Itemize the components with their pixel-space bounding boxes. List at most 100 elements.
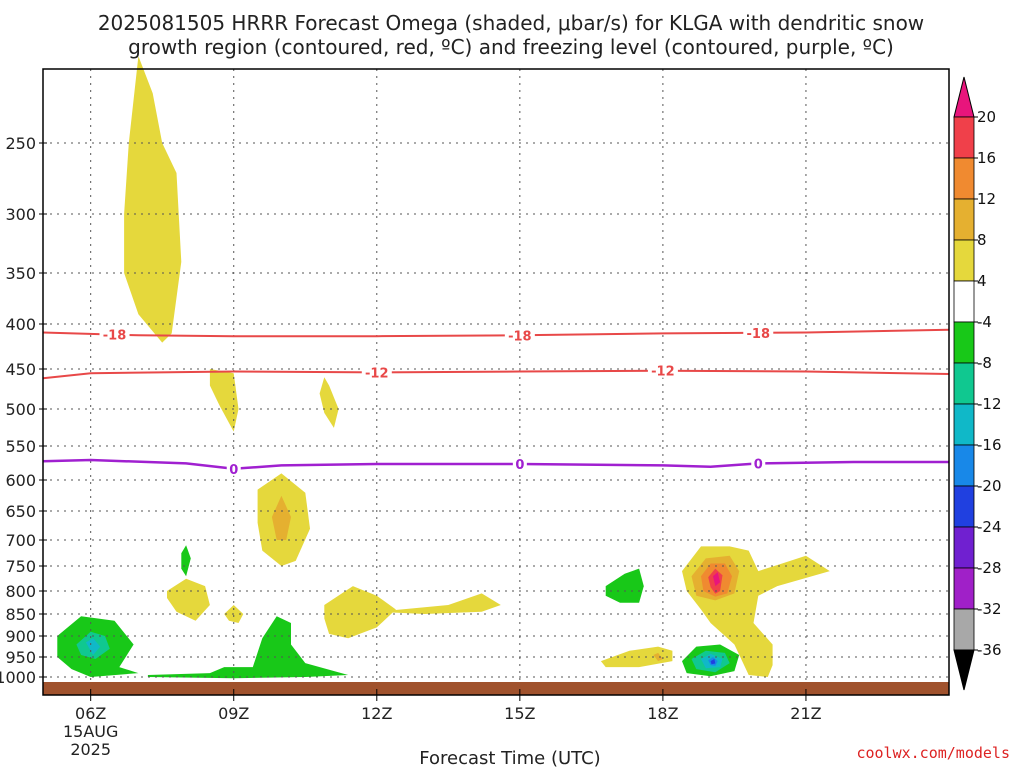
colorbar-label: 8	[977, 231, 987, 249]
y-tick-label: 850	[5, 605, 36, 624]
contour-label-bg	[361, 364, 392, 380]
contour-label: 0	[515, 458, 524, 473]
omega-region	[324, 586, 396, 639]
contour-label: -18	[508, 329, 532, 344]
y-tick-label: 500	[5, 400, 36, 419]
contour-line	[42, 458, 949, 471]
y-tick-label: 600	[5, 471, 36, 490]
omega-region	[209, 369, 239, 432]
y-tick-label: 350	[5, 264, 36, 283]
ground-strip	[43, 682, 949, 695]
y-tick-label: 900	[5, 627, 36, 646]
colorbar-bin	[953, 608, 975, 651]
contour-label: -18	[747, 327, 771, 342]
colorbar-label: -4	[977, 313, 992, 331]
x-tick-year: 2025	[70, 740, 111, 759]
contour-label: -18	[103, 329, 127, 344]
colorbar-bin	[953, 116, 975, 159]
colorbar-label: -16	[977, 436, 1002, 454]
contour-lines: -18 -18 -18 -12 -12 0 0 0	[42, 324, 950, 478]
omega-region	[319, 377, 339, 428]
x-axis-title: Forecast Time (UTC)	[419, 748, 600, 768]
y-tick-label: 450	[5, 360, 36, 379]
colorbar-label: -20	[977, 477, 1002, 495]
colorbar-bottom-arrow	[953, 649, 975, 691]
colorbar-bin	[953, 321, 975, 364]
colorbar-label: 12	[977, 190, 996, 208]
x-tick-label: 18Z	[647, 704, 678, 723]
chart-title-line1: 2025081505 HRRR Forecast Omega (shaded, …	[98, 11, 924, 35]
omega-region	[147, 616, 349, 679]
y-tick-label: 250	[5, 134, 36, 153]
y-tick-label: 800	[5, 582, 36, 601]
y-axis-ticks: 250 300 350 400 450 500 550 600 650 700 750 800 850 9…	[0, 134, 47, 687]
omega-region	[124, 56, 182, 343]
colorbar-bin	[953, 526, 975, 569]
colorbar-bin	[953, 444, 975, 487]
colorbar-bin	[953, 485, 975, 528]
contour-line	[42, 328, 950, 338]
y-tick-label: 950	[5, 648, 36, 667]
omega-region	[181, 545, 191, 577]
contour-label-bg	[751, 455, 766, 471]
omega-regions	[57, 56, 830, 679]
x-tick-date: 15AUG	[63, 722, 118, 741]
omega-region	[271, 495, 291, 540]
omega-region	[85, 638, 101, 655]
colorbar-label: 20	[977, 108, 996, 126]
colorbar-label: -36	[977, 641, 1002, 659]
colorbar-bin	[953, 280, 975, 323]
contour-label-bg	[504, 327, 535, 343]
colorbar-label: -28	[977, 559, 1002, 577]
colorbar-label: 16	[977, 149, 996, 167]
colorbar-bin	[953, 362, 975, 405]
colorbar-label: -32	[977, 600, 1002, 618]
colorbar: 20 16 12 8 4 -4 -8 -12 -16 -20 -24 -28 -32 -36	[953, 76, 1002, 691]
ground-layer	[43, 682, 949, 695]
colorbar-bin	[953, 403, 975, 446]
omega-region	[600, 646, 673, 668]
omega-region	[605, 568, 644, 603]
y-tick-label: 400	[5, 315, 36, 334]
colorbar-bin	[953, 567, 975, 610]
contour-label-bg	[226, 460, 241, 476]
contour-label: 0	[229, 463, 238, 478]
colorbar-top-arrow	[953, 76, 975, 118]
omega-region	[710, 659, 716, 665]
contour-label-bg	[743, 324, 774, 340]
colorbar-label: -24	[977, 518, 1002, 536]
x-tick-label: 15Z	[504, 704, 535, 723]
omega-region	[713, 572, 721, 587]
colorbar-bin	[953, 198, 975, 241]
contour-label: 0	[754, 457, 763, 472]
contour-label: -12	[365, 366, 389, 381]
y-tick-label: 1000	[0, 668, 36, 687]
chart-title-line2: growth region (contoured, red, ºC) and f…	[128, 35, 894, 59]
y-tick-label: 550	[5, 437, 36, 456]
colorbar-label: 4	[977, 272, 987, 290]
omega-region	[653, 652, 663, 662]
contour-label: -12	[651, 365, 675, 380]
colorbar-label: -8	[977, 354, 992, 372]
contour-label-bg	[99, 326, 130, 342]
omega-region	[167, 578, 210, 621]
contour-label-bg	[512, 456, 527, 472]
colorbar-bin	[953, 157, 975, 200]
x-tick-label: 12Z	[361, 704, 392, 723]
contour-label-bg	[647, 362, 678, 378]
colorbar-label: -12	[977, 395, 1002, 413]
y-tick-label: 300	[5, 205, 36, 224]
x-tick-label: 06Z	[75, 704, 106, 723]
credit-text: coolwx.com/models	[856, 744, 1010, 762]
y-tick-label: 650	[5, 502, 36, 521]
x-tick-label: 09Z	[218, 704, 249, 723]
plot-frame	[42, 68, 950, 696]
y-tick-label: 750	[5, 557, 36, 576]
x-tick-label: 21Z	[790, 704, 821, 723]
omega-region	[376, 593, 501, 614]
colorbar-bin	[953, 239, 975, 282]
y-tick-label: 700	[5, 531, 36, 550]
contour-line	[42, 369, 950, 380]
